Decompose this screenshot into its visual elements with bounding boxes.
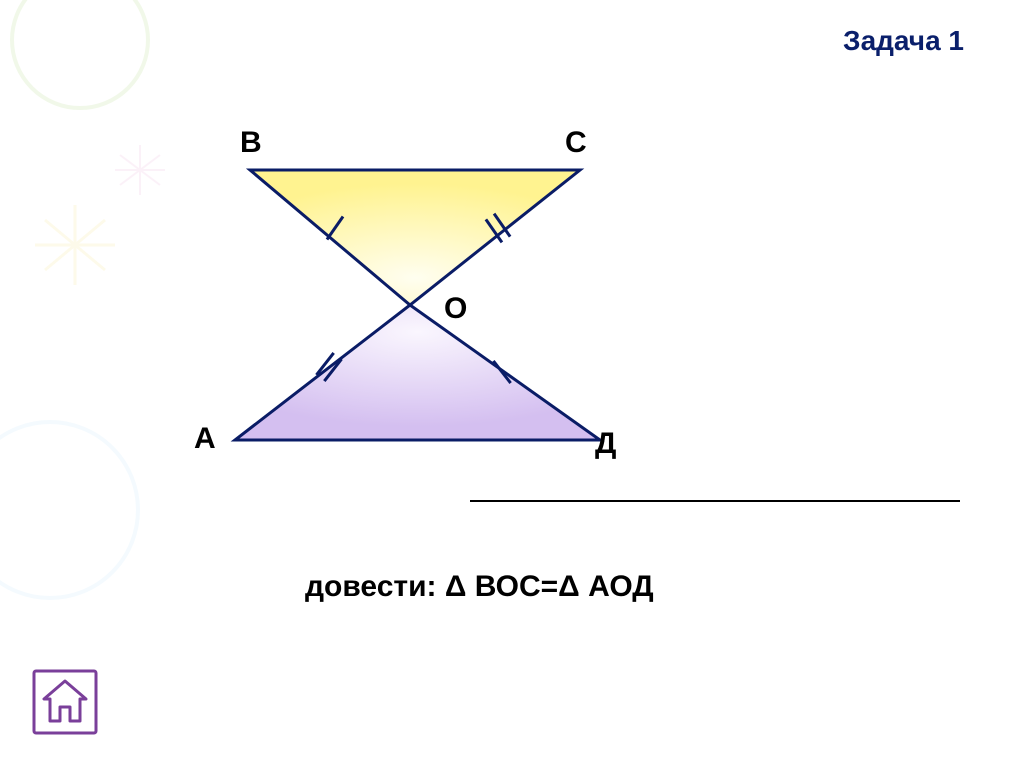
proof-statement: довести: Δ ВОС=Δ АОД [305,570,654,604]
home-icon[interactable] [30,667,100,737]
vertex-O: О [444,292,467,326]
bg-circle-green [10,0,150,110]
divider-line [470,500,960,502]
vertex-B: В [240,126,262,160]
task-title: Задача 1 [843,25,964,57]
bg-burst-2 [110,140,170,205]
bg-circle-blue [0,420,140,600]
vertex-C: С [565,126,587,160]
triangle-diagram: В С О А Д [200,140,700,480]
vertex-A: А [194,422,216,456]
vertex-D: Д [595,427,616,461]
bg-burst-1 [30,200,120,290]
